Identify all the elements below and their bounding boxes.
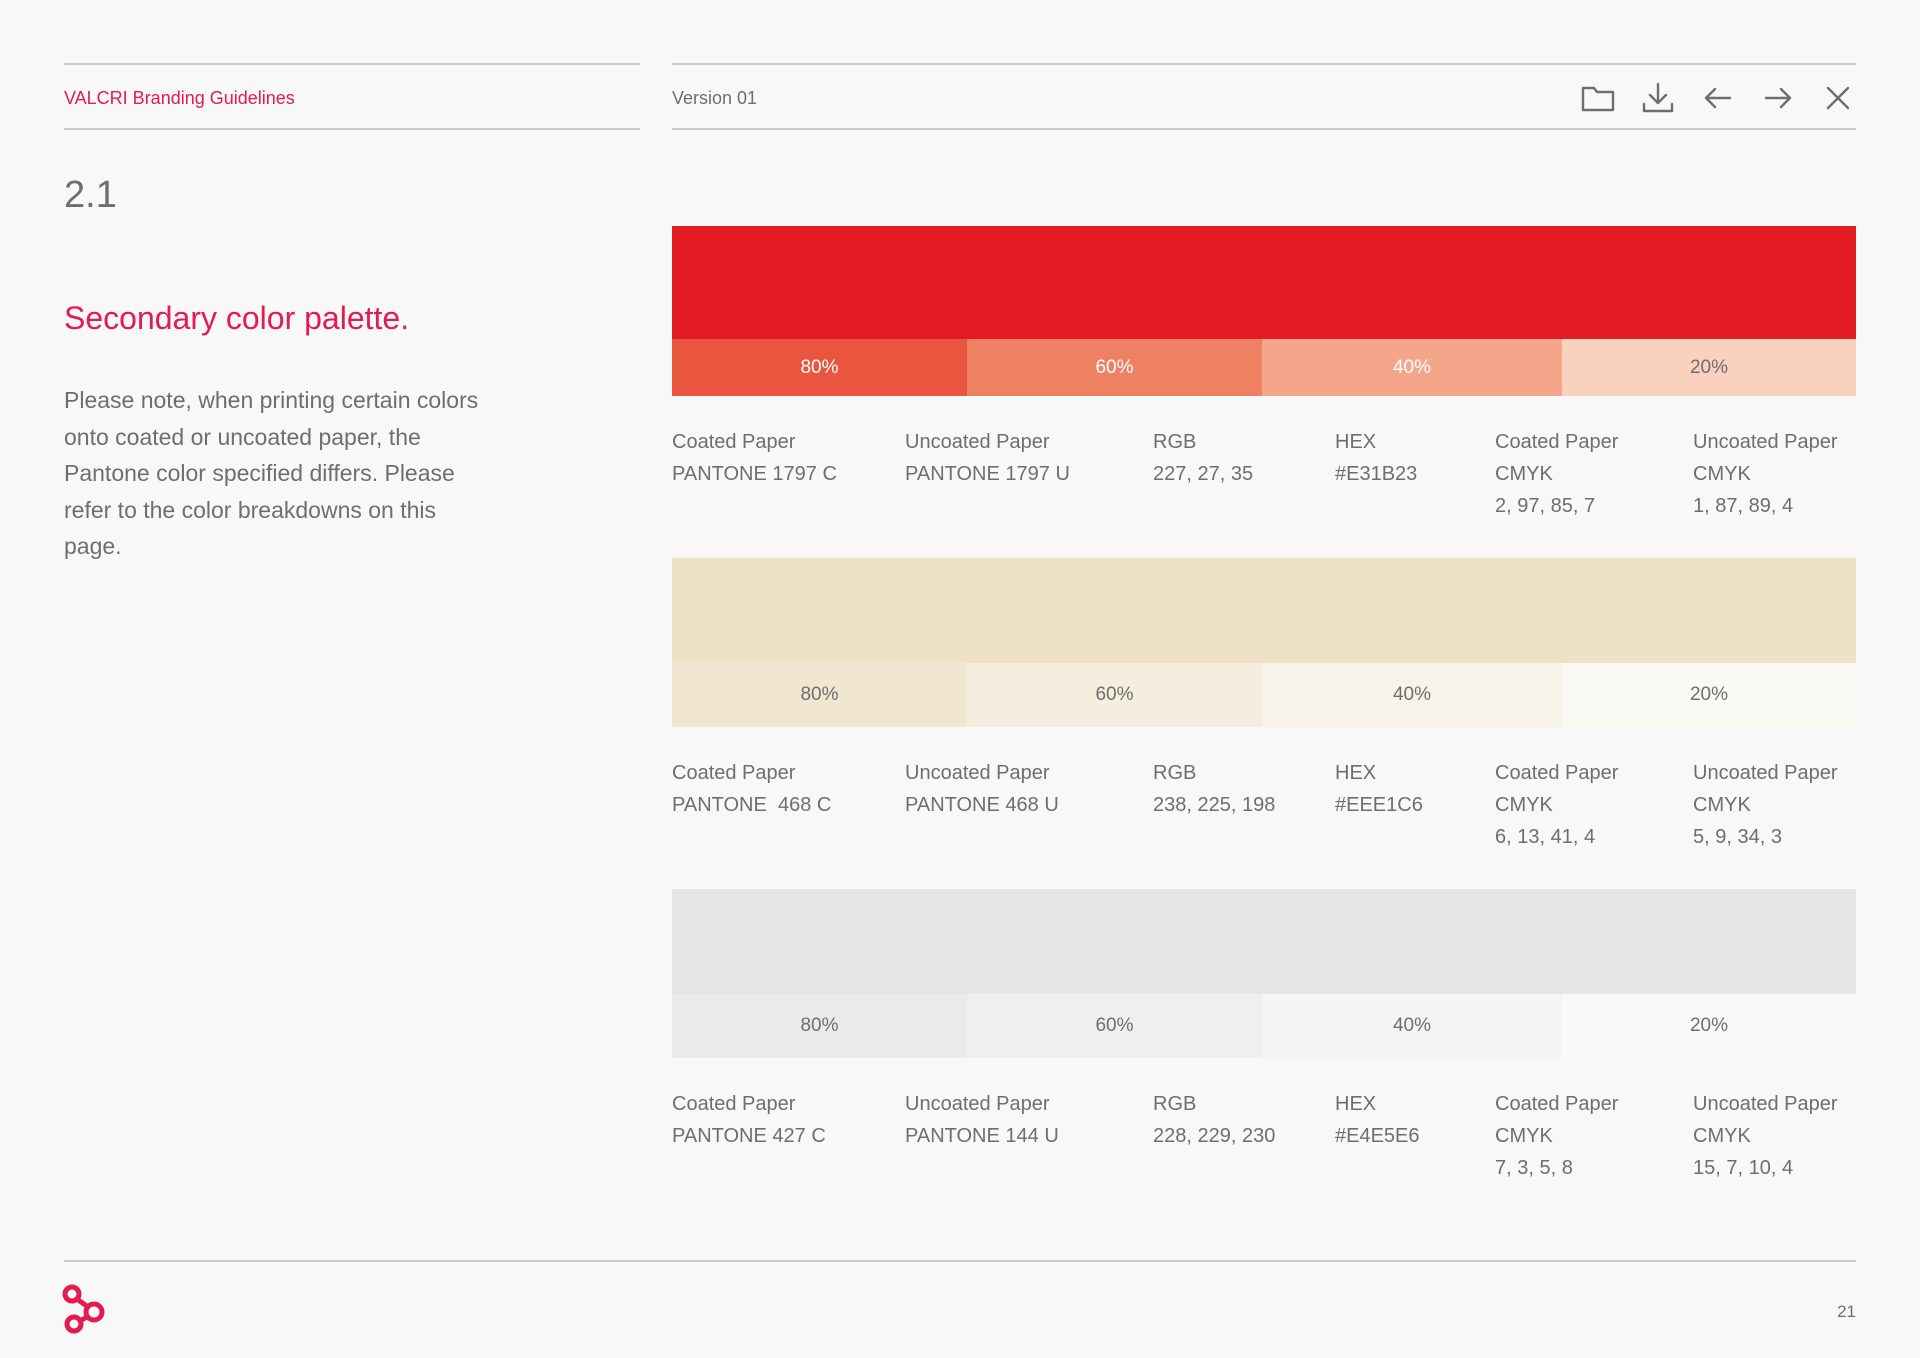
download-button[interactable] <box>1636 78 1680 118</box>
tint-swatch: 60% <box>967 663 1262 727</box>
spec-uncoated-cmyk: Uncoated Paper CMYK 5, 9, 34, 3 <box>1693 762 1838 848</box>
spec-uncoated: Uncoated Paper PANTONE 1797 U <box>905 431 1070 485</box>
spec-hex: HEX #E31B23 <box>1335 431 1418 485</box>
spec-coated: Coated Paper PANTONE 427 C <box>672 1093 826 1147</box>
section-body: Please note, when printing certain color… <box>64 387 479 559</box>
spec-uncoated-cmyk: Uncoated Paper CMYK 1, 87, 89, 4 <box>1693 431 1838 517</box>
main-swatch <box>672 889 1856 994</box>
main-swatch <box>672 226 1856 339</box>
palette-grey: 80% 60% 40% 20% Coated Paper PANTONE 427 … <box>672 889 1856 1198</box>
footer-rule <box>64 1260 1856 1262</box>
tint-swatch: 40% <box>1262 994 1562 1058</box>
spec-rgb: RGB 238, 225, 198 <box>1153 762 1276 816</box>
spec-coated-cmyk: Coated Paper CMYK 2, 97, 85, 7 <box>1495 431 1619 517</box>
spec-coated-cmyk: Coated Paper CMYK 7, 3, 5, 8 <box>1495 1093 1619 1179</box>
tint-swatch: 20% <box>1562 663 1856 727</box>
main-swatch <box>672 558 1856 663</box>
tint-swatch: 80% <box>672 663 967 727</box>
logo-mark <box>62 1284 105 1334</box>
spec-uncoated: Uncoated Paper PANTONE 468 U <box>905 762 1059 816</box>
arrow-right-icon <box>1764 87 1792 109</box>
spec-rgb: RGB 228, 229, 230 <box>1153 1093 1276 1147</box>
arrow-left-icon <box>1704 87 1732 109</box>
valcri-logo-icon <box>62 1284 105 1334</box>
folder-icon <box>1581 86 1615 112</box>
spec-coated-cmyk: Coated Paper CMYK 6, 13, 41, 4 <box>1495 762 1619 848</box>
spec-hex: HEX #EEE1C6 <box>1335 762 1423 816</box>
previous-page-button[interactable] <box>1696 78 1740 118</box>
tint-swatch: 80% <box>672 994 967 1058</box>
spec-hex: HEX #E4E5E6 <box>1335 1093 1420 1147</box>
tint-swatch: 80% <box>672 339 967 396</box>
folder-button[interactable] <box>1576 78 1620 118</box>
header-rule-right-bottom <box>672 128 1856 130</box>
header-rule-left-bottom <box>64 128 640 130</box>
tint-swatch: 20% <box>1562 994 1856 1058</box>
brand-title: VALCRI Branding Guidelines <box>64 88 295 108</box>
close-button[interactable] <box>1816 78 1860 118</box>
spec-coated: Coated Paper PANTONE 468 C <box>672 762 832 816</box>
tint-swatch: 60% <box>967 339 1262 396</box>
next-page-button[interactable] <box>1756 78 1800 118</box>
header-rule-left-top <box>64 63 640 65</box>
spec-row: Coated Paper PANTONE 1797 C Uncoated Pape… <box>672 426 1856 536</box>
download-icon <box>1642 82 1674 113</box>
spec-uncoated-cmyk: Uncoated Paper CMYK 15, 7, 10, 4 <box>1693 1093 1838 1179</box>
spec-rgb: RGB 227, 27, 35 <box>1153 431 1254 485</box>
palette-red: 80% 60% 40% 20% Coated Paper PANTONE 1797… <box>672 226 1856 536</box>
tint-swatch: 40% <box>1262 339 1562 396</box>
toolbar <box>1576 78 1860 118</box>
spec-uncoated: Uncoated Paper PANTONE 144 U <box>905 1093 1059 1147</box>
tint-row: 80% 60% 40% 20% <box>672 663 1856 727</box>
page-number: 21 <box>1837 1302 1856 1321</box>
tint-row: 80% 60% 40% 20% <box>672 994 1856 1058</box>
palette-cream: 80% 60% 40% 20% Coated Paper PANTONE 468 … <box>672 558 1856 867</box>
header-rule-right-top <box>672 63 1856 65</box>
close-icon <box>1826 86 1850 110</box>
tint-swatch: 60% <box>967 994 1262 1058</box>
section-number: 2.1 <box>64 174 117 216</box>
section-title: Secondary color palette. <box>64 300 410 336</box>
tint-swatch: 20% <box>1562 339 1856 396</box>
spec-row: Coated Paper PANTONE 468 C Uncoated Paper… <box>672 757 1856 867</box>
tint-swatch: 40% <box>1262 663 1562 727</box>
spec-coated: Coated Paper PANTONE 1797 C <box>672 431 837 485</box>
spec-row: Coated Paper PANTONE 427 C Uncoated Paper… <box>672 1088 1856 1198</box>
tint-row: 80% 60% 40% 20% <box>672 339 1856 396</box>
version-label: Version 01 <box>672 88 758 108</box>
